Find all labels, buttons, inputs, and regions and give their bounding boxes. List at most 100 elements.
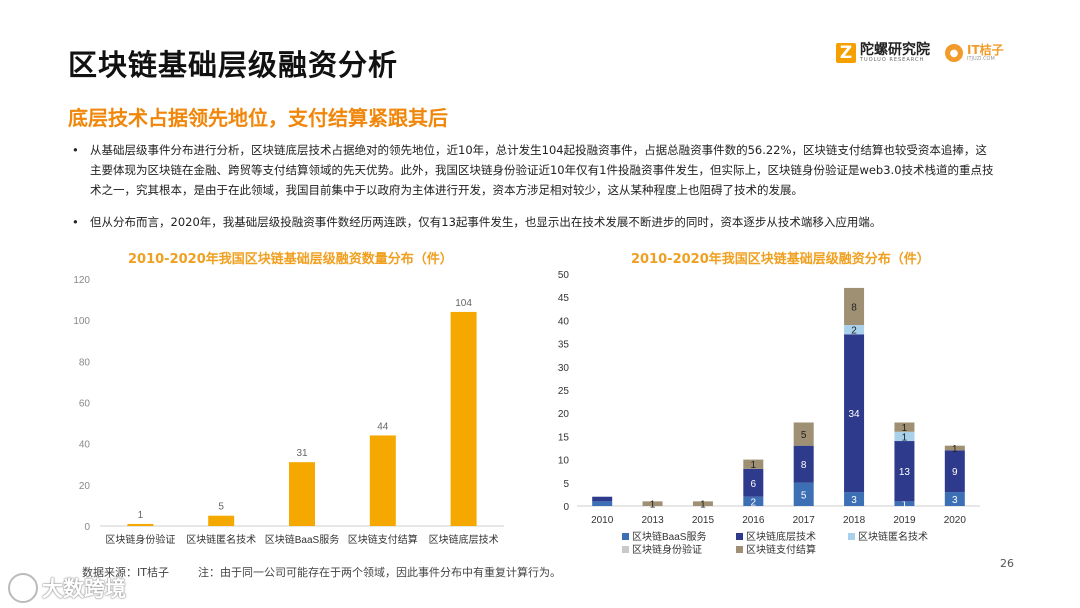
data-label: 2 xyxy=(751,497,757,508)
bar-segment xyxy=(844,492,865,506)
legend-label: 区块链支付结算 xyxy=(746,543,816,556)
legend-swatch xyxy=(848,533,855,540)
data-label: 6 xyxy=(751,479,757,490)
y-tick-label: 5 xyxy=(563,479,569,490)
x-tick-label: 区块链身份验证 xyxy=(105,533,175,546)
bar-segment xyxy=(844,325,865,335)
bar-segment xyxy=(793,422,814,446)
data-label: 44 xyxy=(377,421,389,432)
legend-swatch xyxy=(622,533,629,540)
y-tick-label: 0 xyxy=(84,522,90,533)
data-label: 5 xyxy=(218,502,224,513)
y-tick-label: 20 xyxy=(558,409,570,420)
y-tick-label: 35 xyxy=(558,340,570,351)
itjuzi-logo: ● IT桔子 ITJUZI.COM xyxy=(945,38,1004,68)
bullet-item: 从基础层级事件分布进行分析，区块链底层技术占据绝对的领先地位，近10年，总计发生… xyxy=(68,140,998,200)
watermark-icon xyxy=(8,573,38,603)
bullet-item: 但从分布而言，2020年，我基础层级投融资事件数经历两连跌，仅有13起事件发生，… xyxy=(68,212,998,232)
tuoluo-logo: Z 陀螺研究院 TUOLUO RESEARCH xyxy=(836,38,930,68)
bar-segment xyxy=(944,492,965,506)
data-label: 2 xyxy=(851,326,857,337)
bar-segment xyxy=(642,501,663,506)
y-tick-label: 40 xyxy=(558,316,570,327)
bar xyxy=(450,311,477,526)
bar-segment xyxy=(743,459,764,469)
page-subtitle: 底层技术占据领先地位，支付结算紧跟其后 xyxy=(68,106,448,130)
data-label: 1 xyxy=(751,460,757,471)
x-tick-label: 2020 xyxy=(944,515,967,526)
x-tick-label: 区块链匿名技术 xyxy=(186,533,256,546)
y-tick-label: 100 xyxy=(73,316,90,327)
bar xyxy=(369,435,396,526)
bar-segment xyxy=(743,496,764,506)
data-label: 31 xyxy=(296,448,308,459)
x-tick-label: 2013 xyxy=(641,515,664,526)
bar xyxy=(289,462,315,526)
x-tick-label: 2017 xyxy=(793,515,816,526)
bar-segment xyxy=(894,501,915,506)
tuoluo-logo-icon: Z xyxy=(836,43,856,63)
bar xyxy=(208,515,235,526)
bar-segment xyxy=(894,431,915,442)
data-label: 1 xyxy=(902,500,908,511)
itjuzi-logo-name: IT桔子 xyxy=(967,43,1004,57)
data-label: 1 xyxy=(902,423,908,434)
data-label: 1 xyxy=(650,500,656,511)
footnote: 注：由于同一公司可能存在于两个领域，因此事件分布中有重复计算行为。 xyxy=(198,566,561,579)
bar-segment xyxy=(692,501,713,506)
legend-swatch xyxy=(622,546,629,553)
bullet-list: 从基础层级事件分布进行分析，区块链底层技术占据绝对的领先地位，近10年，总计发生… xyxy=(68,140,998,232)
y-tick-label: 40 xyxy=(79,440,91,451)
bar-segment xyxy=(894,422,915,432)
x-tick-label: 2015 xyxy=(692,515,715,526)
chart2-title: 2010-2020年我国区块链基础层级融资分布（件） xyxy=(631,252,930,267)
data-label: 9 xyxy=(952,467,958,478)
data-label: 13 xyxy=(899,467,911,478)
x-tick-label: 区块链BaaS服务 xyxy=(265,533,339,546)
bar xyxy=(127,523,154,526)
legend-label: 区块链BaaS服务 xyxy=(632,530,706,543)
data-label: 5 xyxy=(801,430,807,441)
data-source: 数据来源：IT桔子 xyxy=(82,566,169,579)
watermark-text: 大数跨境 xyxy=(42,577,126,601)
itjuzi-logo-icon: ● xyxy=(945,44,963,62)
page-title: 区块链基础层级融资分析 xyxy=(68,48,399,82)
chart1-title: 2010-2020年我国区块链基础层级融资数量分布（件） xyxy=(128,252,453,267)
data-label: 5 xyxy=(801,490,807,501)
y-tick-label: 25 xyxy=(558,386,570,397)
bar-segment xyxy=(592,496,613,502)
data-label: 8 xyxy=(851,302,857,313)
y-tick-label: 45 xyxy=(558,293,570,304)
tuoluo-logo-name: 陀螺研究院 xyxy=(860,42,930,58)
x-tick-label: 2010 xyxy=(591,515,614,526)
bar-segment xyxy=(844,334,865,493)
data-label: 1 xyxy=(700,500,706,511)
tuoluo-logo-sub: TUOLUO RESEARCH xyxy=(860,57,925,63)
page-number: 26 xyxy=(1000,557,1014,570)
legend-label: 区块链底层技术 xyxy=(746,530,816,543)
x-tick-label: 2018 xyxy=(843,515,866,526)
x-tick-label: 区块链底层技术 xyxy=(429,533,499,546)
x-tick-label: 2019 xyxy=(893,515,916,526)
legend-label: 区块链身份验证 xyxy=(632,543,702,556)
watermark: 大数跨境 xyxy=(8,573,126,603)
bar-segment xyxy=(793,445,814,483)
bar-segment xyxy=(844,287,865,326)
bar-segment xyxy=(743,468,764,497)
bar-segment xyxy=(793,482,814,506)
data-label: 104 xyxy=(455,298,472,309)
bar-segment xyxy=(592,501,613,506)
y-tick-label: 10 xyxy=(558,456,570,467)
bar-segment xyxy=(894,441,915,502)
y-tick-label: 60 xyxy=(79,399,91,410)
y-tick-label: 120 xyxy=(73,275,90,286)
y-tick-label: 50 xyxy=(558,270,570,281)
legend-swatch xyxy=(736,533,743,540)
y-tick-label: 15 xyxy=(558,432,570,443)
legend-swatch xyxy=(736,546,743,553)
y-tick-label: 30 xyxy=(558,363,570,374)
data-label: 34 xyxy=(849,409,861,420)
bar-segment xyxy=(944,445,965,451)
